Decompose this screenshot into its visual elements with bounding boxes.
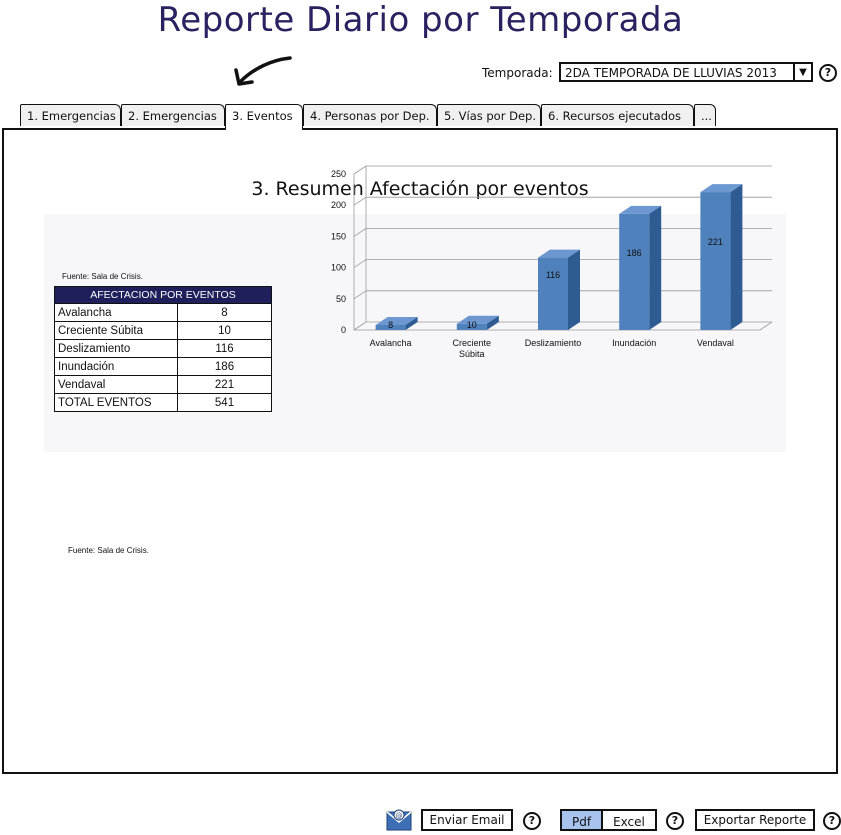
y-tick-label: 50 xyxy=(336,294,346,304)
chevron-down-icon[interactable]: ▼ xyxy=(793,64,811,80)
events-table: AFECTACION POR EVENTOS Avalancha 8 Crecie… xyxy=(54,286,272,412)
tab-emergencias-2[interactable]: 2. Emergencias xyxy=(121,104,225,126)
events-bar-chart: 0 50 100 150 200 250 8 Avalancha 10 CrecienteSúbi… xyxy=(331,165,773,358)
data-label: 10 xyxy=(467,320,477,330)
x-tick-label: Vendaval xyxy=(697,338,734,348)
table-total-row: TOTAL EVENTOS 541 xyxy=(54,393,272,412)
bar-side xyxy=(486,315,499,330)
bar xyxy=(538,257,568,330)
x-tick-label: Deslizamiento xyxy=(525,338,582,348)
email-help-icon[interactable]: ? xyxy=(523,812,541,830)
report-content: Fuente: Sala de Crisis. AFECTACION POR E… xyxy=(44,214,786,555)
panel-title: 3. Resumen Afectación por eventos xyxy=(251,178,589,200)
pdf-option[interactable]: Pdf xyxy=(560,809,603,831)
season-value: 2DA TEMPORADA DE LLUVIAS 2013 xyxy=(565,66,777,80)
table-row: Avalancha 8 xyxy=(54,303,272,322)
bar-side xyxy=(649,205,662,330)
arrow-annotation-icon xyxy=(234,56,292,86)
y-tick-label: 0 xyxy=(341,325,346,335)
season-select[interactable]: 2DA TEMPORADA DE LLUVIAS 2013 ▼ xyxy=(559,62,813,82)
table-row: Creciente Súbita 10 xyxy=(54,321,272,340)
grid-line-depth xyxy=(353,196,367,206)
bar-top xyxy=(538,249,580,258)
bar-top xyxy=(375,317,418,326)
x-tick-label: Súbita xyxy=(459,349,485,358)
export-help-icon[interactable]: ? xyxy=(823,812,841,830)
excel-option[interactable]: Excel xyxy=(602,809,657,831)
bar xyxy=(619,213,650,330)
export-report-button[interactable]: Exportar Reporte xyxy=(695,809,815,831)
total-label: TOTAL EVENTOS xyxy=(54,393,178,412)
season-help-icon[interactable]: ? xyxy=(819,64,837,82)
format-help-icon[interactable]: ? xyxy=(666,812,684,830)
grid-line-depth xyxy=(353,321,367,331)
tab-recursos-ejecutados[interactable]: 6. Recursos ejecutados xyxy=(541,104,694,126)
grid-line-depth xyxy=(353,290,367,300)
data-label: 8 xyxy=(388,320,393,330)
y-tick-label: 100 xyxy=(331,263,346,273)
event-name: Vendaval xyxy=(54,375,178,394)
x-tick-label: Avalancha xyxy=(370,338,412,348)
y-tick-label: 150 xyxy=(331,231,346,241)
x-tick-label: Creciente xyxy=(453,338,492,348)
bar-top xyxy=(619,205,662,214)
bar-side xyxy=(730,184,743,330)
tab-emergencias-1[interactable]: 1. Emergencias xyxy=(20,104,121,126)
event-count: 186 xyxy=(177,357,272,376)
data-label: 116 xyxy=(546,270,560,280)
event-name: Inundación xyxy=(54,357,178,376)
season-label: Temporada: xyxy=(482,66,553,80)
svg-text:@: @ xyxy=(396,812,403,820)
x-tick-label: Inundación xyxy=(612,338,656,348)
event-name: Avalancha xyxy=(54,303,178,322)
bar xyxy=(700,192,731,330)
grid-line-depth xyxy=(353,259,367,268)
bar-top xyxy=(700,184,743,193)
bar-top xyxy=(456,315,499,324)
format-toggle: Pdf Excel xyxy=(560,809,657,831)
event-name: Creciente Súbita xyxy=(54,321,178,340)
data-label: 221 xyxy=(708,237,723,247)
bar xyxy=(456,323,487,330)
source-note-top: Fuente: Sala de Crisis. xyxy=(62,272,143,281)
y-tick-label: 200 xyxy=(331,200,346,210)
grid-line-depth xyxy=(353,165,367,175)
bar-side xyxy=(568,249,580,330)
send-email-button[interactable]: Enviar Email xyxy=(421,809,513,831)
tab-more[interactable]: ... xyxy=(694,104,716,126)
floor-edge xyxy=(759,321,773,331)
event-count: 221 xyxy=(177,375,272,394)
bar xyxy=(375,325,406,330)
bar-side xyxy=(405,317,418,330)
total-count: 541 xyxy=(177,393,272,412)
grid-line-depth xyxy=(353,228,367,237)
y-tick-label: 250 xyxy=(331,169,346,179)
source-note-bottom: Fuente: Sala de Crisis. xyxy=(68,546,149,555)
tab-personas-por-dep[interactable]: 4. Personas por Dep. xyxy=(303,104,437,126)
events-table-header: AFECTACION POR EVENTOS xyxy=(54,286,272,304)
table-row: Vendaval 221 xyxy=(54,375,272,394)
event-count: 10 xyxy=(177,321,272,340)
event-count: 8 xyxy=(177,303,272,322)
email-icon[interactable]: @ xyxy=(386,806,412,832)
tab-eventos[interactable]: 3. Eventos xyxy=(225,104,303,130)
table-row: Inundación 186 xyxy=(54,357,272,376)
event-name: Deslizamiento xyxy=(54,339,178,358)
event-count: 116 xyxy=(177,339,272,358)
table-row: Deslizamiento 116 xyxy=(54,339,272,358)
page-title: Reporte Diario por Temporada xyxy=(157,0,684,40)
data-label: 186 xyxy=(627,248,642,258)
tab-vias-por-dep[interactable]: 5. Vías por Dep. xyxy=(437,104,541,126)
